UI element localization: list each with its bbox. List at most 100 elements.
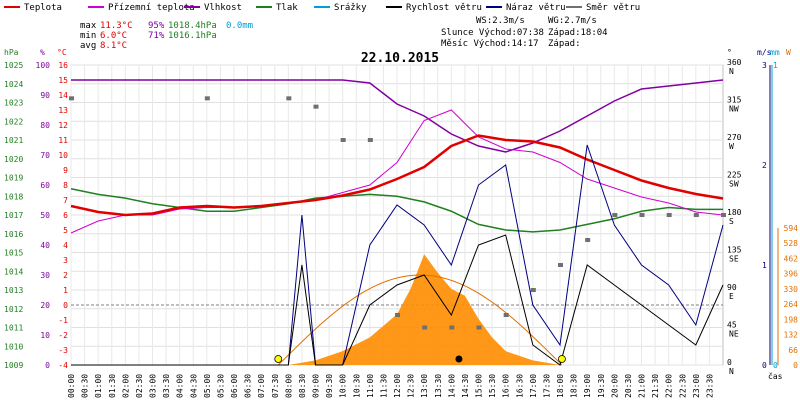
wind-tick: 2 (762, 161, 767, 170)
legend-label: Rychlost větru (406, 3, 482, 13)
wind-direction-point (449, 325, 455, 330)
stat-min-press: 1016.1hPa (168, 31, 217, 41)
stat-max-hum: 95% (148, 21, 165, 31)
radiation-tick: 528 (784, 239, 799, 248)
legend-label: Tlak (276, 3, 298, 13)
pressure-tick: 1013 (4, 286, 23, 295)
stat-max-temp: 11.3°C (100, 21, 133, 31)
x-tick: 07:30 (271, 374, 280, 398)
wind-direction-point (367, 138, 373, 142)
wind-direction-point (503, 313, 509, 317)
stat-min-label: min (80, 31, 96, 41)
x-tick: 06:30 (244, 374, 253, 398)
direction-tick: 270 (727, 133, 742, 142)
x-tick: 06:00 (230, 374, 239, 398)
legend-label: Srážky (334, 3, 367, 13)
direction-tick: 90 (727, 283, 737, 292)
x-tick: 20:00 (610, 374, 619, 398)
x-tick: 09:00 (312, 374, 321, 398)
temperature-tick: 12 (58, 121, 68, 130)
axis-wind-unit: m/s (757, 48, 772, 57)
temperature-tick: 11 (58, 136, 68, 145)
x-tick: 02:00 (121, 374, 130, 398)
temperature-tick: 0 (63, 301, 68, 310)
x-tick: 12:30 (407, 374, 416, 398)
legend-label: Přízemní teplota (108, 3, 195, 13)
x-tick: 03:30 (162, 374, 171, 398)
x-tick: 21:30 (651, 374, 660, 398)
x-tick: 22:30 (678, 374, 687, 398)
direction-tick: 0 (727, 358, 732, 367)
pressure-tick: 1019 (4, 174, 23, 183)
x-tick: 04:00 (176, 374, 185, 398)
x-tick: 17:30 (542, 374, 551, 398)
pressure-tick: 1023 (4, 99, 23, 108)
humidity-line (71, 79, 724, 153)
x-tick: 10:00 (339, 374, 348, 398)
temperature-tick: 14 (58, 91, 68, 100)
legend-label: Směr větru (586, 3, 640, 13)
temperature-tick: 6 (63, 211, 68, 220)
stats-block: max 11.3°C 95% 1018.4hPa 0.0mm min 6.0°C… (80, 21, 253, 51)
legend-label: Náraz větru (506, 3, 566, 13)
temperature-tick: -2 (58, 331, 68, 340)
temperature-tick: 5 (63, 226, 68, 235)
ground-temperature-line (70, 109, 724, 234)
pressure-tick: 1011 (4, 324, 23, 333)
temperature-tick: 9 (63, 166, 68, 175)
temperature-tick: 3 (63, 256, 68, 265)
axis-x-label: čas (768, 371, 783, 381)
humidity-tick: 60 (40, 181, 50, 190)
radiation-tick: 66 (788, 346, 798, 355)
wind-direction-point (666, 213, 672, 217)
stat-avg-label: avg (80, 41, 96, 51)
direction-tick: 135 (727, 246, 742, 255)
direction-tick: 45 (727, 321, 737, 330)
wind-direction-point (721, 213, 726, 217)
x-tick: 00:00 (67, 374, 76, 398)
wind-direction-point (69, 96, 74, 101)
wind-direction-point (476, 325, 482, 330)
pressure-tick: 1017 (4, 211, 23, 220)
wind-direction-point (204, 96, 210, 101)
x-tick: 22:00 (665, 374, 674, 398)
pressure-tick: 1021 (4, 136, 23, 145)
x-tick: 01:30 (108, 374, 117, 398)
temperature-line (70, 134, 724, 217)
wind-tick: 3 (762, 61, 767, 70)
x-tick: 15:00 (475, 374, 484, 398)
temperature-tick: 13 (58, 106, 68, 115)
wind-tick: 1 (762, 261, 767, 270)
wind-direction-point (558, 263, 563, 267)
pressure-tick: 1025 (4, 61, 23, 70)
pressure-tick: 1024 (4, 80, 23, 89)
x-tick: 08:00 (284, 374, 293, 398)
plot-area (69, 79, 726, 366)
wind-gust-line (71, 144, 724, 366)
pressure-tick: 1020 (4, 155, 23, 164)
pressure-tick: 1014 (4, 267, 23, 276)
direction-tick-label: NW (729, 105, 739, 114)
pressure-tick: 1012 (4, 305, 23, 314)
temperature-tick: 1 (63, 286, 68, 295)
humidity-tick: 70 (40, 151, 50, 160)
axis-pressure-unit: hPa (4, 48, 19, 57)
x-tick: 04:30 (189, 374, 198, 398)
pressure-tick: 1015 (4, 249, 23, 258)
direction-tick-label: N (729, 67, 734, 76)
axis-ticks: 1009101010111012101310141015101610171018… (4, 58, 798, 398)
radiation-tick: 0 (793, 361, 798, 370)
stat-max-label: max (80, 21, 97, 31)
temperature-tick: -3 (58, 346, 68, 355)
wind-direction-point (313, 104, 319, 109)
direction-tick-label: SW (729, 180, 739, 189)
x-tick: 14:30 (461, 374, 470, 398)
moon-marker (455, 355, 463, 363)
chart-title: 22.10.2015 (361, 51, 439, 66)
wind-direction-point (585, 238, 591, 242)
x-tick: 13:30 (434, 374, 443, 398)
sun-arc (277, 274, 563, 366)
sun-marker (274, 355, 283, 363)
x-tick: 19:30 (597, 374, 606, 398)
